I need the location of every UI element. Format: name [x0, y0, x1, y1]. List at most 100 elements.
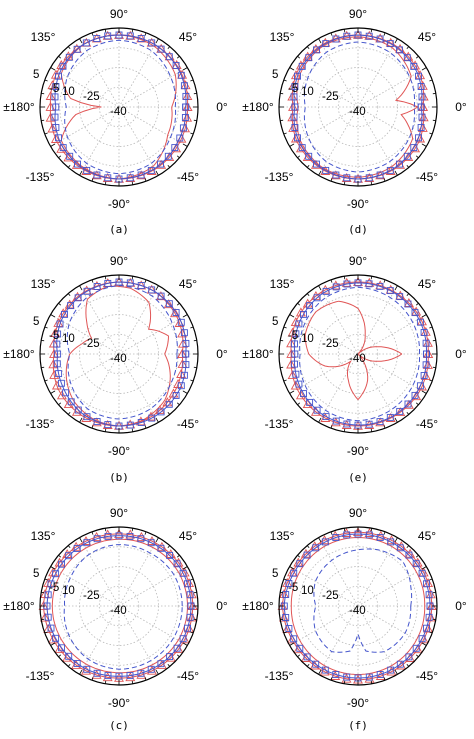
series-marker-square — [422, 361, 430, 369]
tick-mark — [421, 314, 427, 318]
series-marker-triangle — [49, 369, 60, 379]
grid-spoke — [357, 106, 427, 147]
tick-mark — [167, 293, 171, 297]
angle-label: -135° — [26, 170, 55, 184]
series-marker-square — [55, 72, 62, 80]
series-marker-square — [147, 539, 155, 547]
tick-mark — [394, 285, 398, 291]
tick-mark — [44, 132, 48, 135]
tick-mark — [280, 119, 284, 122]
series-marker-triangle — [48, 359, 59, 369]
series-marker-square — [313, 160, 320, 168]
tick-mark — [79, 417, 83, 423]
tick-mark — [176, 554, 180, 558]
series-marker-square — [291, 124, 299, 131]
angle-label: 45° — [179, 529, 197, 543]
series-marker-square — [282, 614, 290, 621]
series-marker-triangle — [353, 276, 363, 286]
grid-spoke — [357, 537, 398, 607]
radial-label: 10 — [301, 585, 314, 597]
angle-label: 90° — [110, 254, 128, 268]
series-marker-square — [148, 39, 156, 47]
tick-mark — [79, 537, 83, 543]
series-marker-triangle — [136, 170, 147, 180]
series-blue-dashed — [66, 284, 178, 420]
series-marker-square — [126, 174, 134, 182]
series-marker-square — [44, 591, 52, 599]
tick-mark — [79, 170, 83, 176]
series-marker-triangle — [51, 380, 62, 390]
series-marker-square — [157, 292, 165, 300]
series-marker-triangle — [49, 348, 59, 358]
angle-label: 45° — [418, 277, 436, 291]
series-marker-square — [172, 392, 180, 399]
series-marker-triangle — [286, 348, 297, 358]
radial-label: -25 — [83, 91, 100, 103]
angle-label: ±180° — [242, 100, 274, 114]
series-marker-square — [74, 160, 81, 168]
series-marker-triangle — [295, 390, 306, 400]
tick-mark — [91, 178, 94, 182]
grid-spoke — [357, 353, 398, 423]
grid-spoke — [289, 353, 359, 394]
angle-label: -135° — [265, 170, 294, 184]
series-marker-triangle — [177, 348, 188, 358]
tick-mark — [44, 79, 48, 82]
tick-mark — [67, 411, 71, 415]
tick-mark — [144, 531, 147, 535]
tick-mark — [104, 276, 107, 280]
tick-mark — [193, 339, 197, 342]
grid-spoke — [318, 285, 359, 355]
grid-spoke — [357, 605, 427, 646]
radial-label: -40 — [110, 353, 127, 365]
series-marker-triangle — [364, 528, 375, 537]
series-marker-triangle — [364, 277, 375, 287]
tick-mark — [190, 631, 194, 634]
tick-mark — [421, 143, 427, 147]
series-marker-square — [343, 531, 351, 539]
series-red-solid — [304, 300, 403, 401]
series-marker-square — [59, 62, 67, 70]
series-marker-square — [423, 350, 430, 358]
angle-label: -45° — [177, 170, 199, 184]
tick-mark — [297, 55, 301, 59]
angle-label: 0° — [216, 599, 228, 613]
tick-mark — [50, 390, 56, 394]
angle-label: -90° — [108, 696, 130, 710]
tick-mark — [370, 680, 373, 684]
series-marker-square — [376, 171, 384, 179]
series-marker-triangle — [364, 673, 375, 683]
series-marker-triangle — [56, 390, 67, 400]
tick-mark — [131, 276, 134, 280]
series-marker-square — [322, 413, 330, 421]
angle-label: 90° — [349, 506, 367, 520]
series-blue-dashed — [63, 544, 183, 670]
tick-mark — [429, 631, 433, 634]
series-marker-square — [73, 545, 81, 552]
grid-spoke — [118, 314, 188, 355]
tick-mark — [193, 618, 197, 621]
series-marker-square — [321, 538, 329, 546]
series-marker-square — [416, 382, 424, 390]
tick-mark — [91, 32, 94, 36]
tick-mark — [280, 366, 284, 369]
series-marker-triangle — [91, 170, 102, 180]
series-marker-square — [180, 329, 188, 337]
series-marker-square — [184, 580, 191, 588]
series-marker-square — [52, 103, 60, 111]
series-marker-square — [313, 46, 320, 54]
tick-mark — [182, 566, 188, 570]
series-marker-square — [423, 580, 430, 588]
tick-mark — [406, 46, 410, 50]
series-marker-square — [294, 72, 301, 80]
radial-label: -40 — [349, 106, 366, 118]
series-marker-square — [415, 72, 422, 80]
grid-spoke — [50, 566, 120, 607]
series-marker-square — [126, 421, 134, 429]
series-marker-triangle — [286, 359, 297, 369]
series-marker-square — [186, 591, 194, 599]
angle-label: 135° — [270, 277, 295, 291]
series-marker-square — [332, 671, 340, 678]
series-marker-square — [296, 560, 304, 568]
